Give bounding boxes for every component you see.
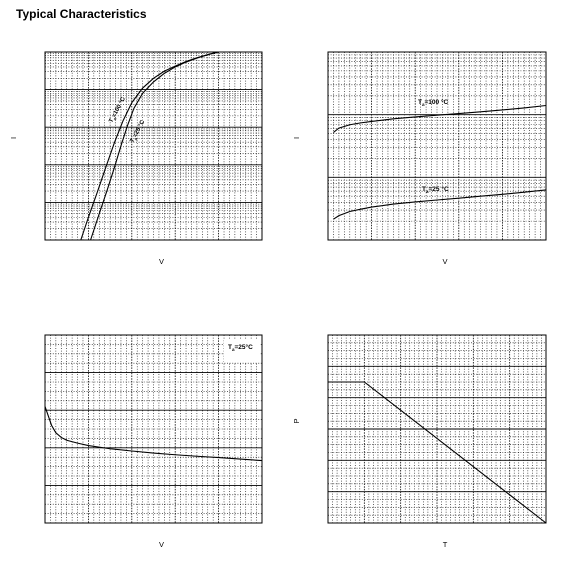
- plot-frame: [327, 334, 547, 524]
- page-title: Typical Characteristics: [16, 7, 147, 21]
- series-line-reverse-0: [333, 104, 547, 133]
- chart-reverse: V I Ta=100 °C Ta=25 °C: [292, 51, 547, 266]
- annotation-box: [224, 340, 260, 362]
- plot-frame: [327, 51, 547, 241]
- x-axis-label: V: [442, 257, 447, 266]
- annotation-condition: Ta=25°C: [228, 343, 253, 352]
- plot-frame: [44, 51, 263, 241]
- y-axis-label: P: [292, 418, 301, 423]
- grid-reverse: [328, 52, 546, 240]
- x-axis-label: T: [443, 540, 448, 549]
- series-line-forward-0: [80, 51, 219, 241]
- series-line-reverse-1: [333, 189, 547, 220]
- x-axis-label: V: [159, 257, 164, 266]
- y-axis-label: I: [9, 137, 18, 139]
- grid-derating: [328, 335, 546, 523]
- series-line-derating-0: [328, 381, 547, 524]
- series-label: Ta=100 °C: [108, 96, 128, 125]
- grid-capacitance: [45, 335, 262, 523]
- series-label: Ta=25 °C: [422, 185, 449, 194]
- grid-forward: [45, 52, 262, 240]
- plot-frame: [44, 334, 263, 524]
- chart-derating: TP: [292, 334, 547, 549]
- series-line-forward-1: [90, 51, 219, 241]
- series-label: Ta=100 °C: [418, 98, 449, 107]
- series-line-capacitance-0: [44, 406, 263, 462]
- y-axis-label: I: [292, 137, 301, 139]
- x-axis-label: V: [159, 540, 164, 549]
- chart-capacitance: V Ta=25°C: [44, 334, 263, 549]
